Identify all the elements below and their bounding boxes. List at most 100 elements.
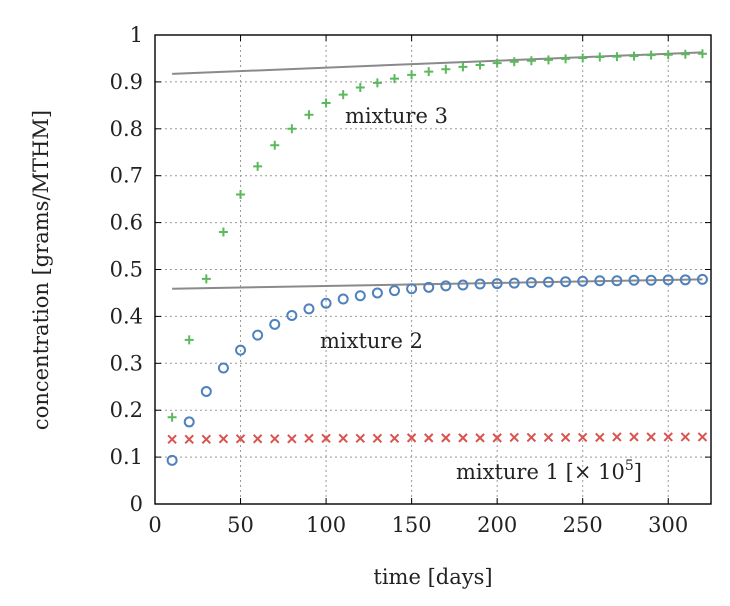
mixture3-point <box>680 49 690 59</box>
mixture3-point <box>458 62 468 72</box>
mixture2-point <box>508 277 520 289</box>
mixture3-point <box>492 58 502 68</box>
mixture1-point <box>287 434 297 444</box>
x-tick-label: 250 <box>563 513 603 537</box>
mixture3-point <box>355 83 365 93</box>
mixture3-point <box>612 52 622 62</box>
mixture3-point <box>543 55 553 65</box>
mixture2-point <box>320 297 332 309</box>
mixture2-point <box>269 318 281 330</box>
mixture3-point <box>578 53 588 63</box>
y-tick-label: 0.2 <box>110 398 143 422</box>
mixture2-point <box>235 344 247 356</box>
mixture3-point <box>270 140 280 150</box>
axis-ticks: 0 50 100 150 200 250 300 0 0.1 0.2 0.3 0.4 0.5 0.6 0.7… <box>110 23 711 537</box>
mixture1-point <box>167 434 177 444</box>
mixture3-point <box>509 57 519 67</box>
mixture1-point <box>509 432 519 443</box>
mixture2-point <box>491 278 503 290</box>
mixture3-point <box>201 274 211 284</box>
x-axis-label: time [days] <box>373 565 492 589</box>
mixture3-point <box>424 67 434 77</box>
mixture1-point <box>355 433 365 444</box>
mixture1-point <box>338 433 348 444</box>
x-tick-label: 0 <box>148 513 161 537</box>
mixture3-series <box>167 49 707 422</box>
mixture1-point <box>184 434 194 444</box>
mixture2-point <box>406 283 418 295</box>
x-tick-label: 150 <box>392 513 432 537</box>
annotation-mixture-1-exponent: 5 <box>625 458 634 474</box>
y-tick-label: 0.8 <box>110 117 143 141</box>
mixture1-point <box>663 432 673 442</box>
mixture1-point <box>372 433 383 444</box>
mixture2-point <box>457 279 469 291</box>
mixture1-point <box>475 433 485 443</box>
mixture1-point <box>201 434 212 444</box>
y-tick-label: 0.4 <box>110 304 143 328</box>
mixture3-reference-line <box>172 51 703 75</box>
y-tick-label: 0 <box>130 492 143 516</box>
mixture1-point <box>577 432 588 443</box>
mixture2-point <box>389 285 401 297</box>
mixture1-point <box>560 432 571 443</box>
mixture1-point <box>646 432 656 442</box>
mixture1-point <box>680 432 691 442</box>
x-tick-label: 100 <box>306 513 346 537</box>
mixture2-point <box>200 385 212 397</box>
y-tick-label: 0.3 <box>110 351 143 375</box>
mixture3-point <box>338 90 348 100</box>
mixture1-point <box>252 434 263 444</box>
y-tick-label: 0.6 <box>110 211 143 235</box>
mixture1-point <box>458 433 468 443</box>
mixture1-point <box>612 432 622 442</box>
mixture3-point <box>595 52 605 62</box>
mixture1-point <box>697 432 708 442</box>
mixture3-point <box>629 51 639 61</box>
mixture3-point <box>697 49 707 59</box>
mixture3-point <box>407 70 417 80</box>
mixture1-point <box>270 434 280 444</box>
mixture2-point <box>628 274 640 286</box>
annotation-mixture-1-label: mixture 1 [ <box>456 460 574 484</box>
mixture3-point <box>253 161 263 171</box>
mixture2-point <box>577 275 589 287</box>
mixture2-point <box>696 273 708 285</box>
mixture3-point <box>441 64 451 74</box>
mixture3-point <box>561 54 571 64</box>
mixture1-point <box>218 434 229 444</box>
mixture2-point <box>286 309 298 321</box>
reference-lines <box>172 51 703 290</box>
mixture1-point <box>304 433 314 444</box>
mixture2-point <box>474 278 486 290</box>
mixture3-point <box>218 227 228 237</box>
mixture2-point <box>679 274 691 286</box>
mixture2-point <box>354 290 366 302</box>
mixture3-point <box>646 50 656 60</box>
annotation-mixture-1: mixture 1 [× 105] <box>456 458 642 484</box>
annotation-mixture-3: mixture 3 <box>345 104 448 128</box>
mixture3-point <box>526 56 536 66</box>
mixture2-point <box>542 276 554 288</box>
mixture1-point <box>321 433 331 444</box>
y-tick-label: 0.7 <box>110 164 143 188</box>
mixture1-point <box>424 433 434 443</box>
mixture2-point <box>423 281 435 293</box>
mixture3-point <box>475 60 485 70</box>
mixture1-point <box>389 433 400 444</box>
x-tick-label: 50 <box>227 513 254 537</box>
mixture2-point <box>337 293 349 305</box>
mixture1-point <box>595 432 605 443</box>
mixture2-series <box>166 273 708 466</box>
mixture2-point <box>252 329 264 341</box>
mixture3-point <box>167 412 177 422</box>
y-tick-label: 0.1 <box>110 445 143 469</box>
mixture3-point <box>304 110 314 120</box>
x-tick-label: 200 <box>477 513 517 537</box>
annotation-mixture-2: mixture 2 <box>320 329 423 353</box>
grid <box>155 35 711 504</box>
annotation-mixture-1-close: ] <box>634 460 642 484</box>
mixture3-point <box>321 98 331 108</box>
annotation-mixture-1-times: × 10 <box>574 460 625 484</box>
